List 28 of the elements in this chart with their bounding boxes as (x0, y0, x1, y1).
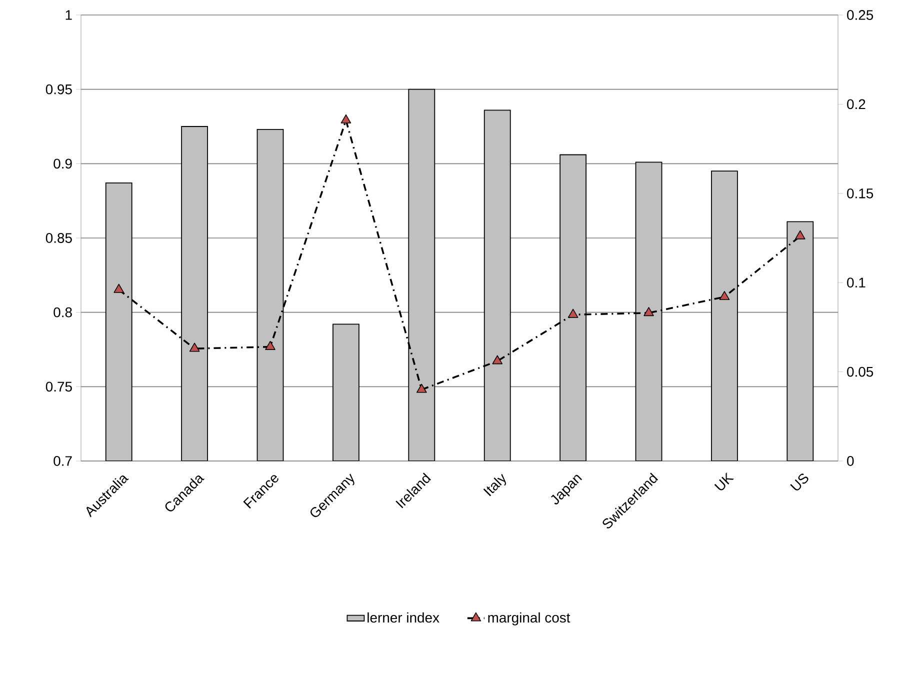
y2-tick-label: 0.05 (847, 366, 874, 377)
point (189, 342, 200, 352)
y-tick-label: 0.75 (46, 382, 72, 392)
y2-tick-label: 0.15 (847, 188, 874, 198)
x-tick-label: Italy (483, 474, 506, 496)
y2-tick-label: 0.2 (847, 99, 866, 110)
point (265, 340, 276, 350)
point (492, 355, 503, 364)
y2-tick-label: 0.25 (847, 10, 874, 20)
y-tick-label: 1 (66, 10, 72, 20)
y2-tick-label: 0.1 (847, 278, 866, 288)
point (795, 230, 806, 240)
point (568, 308, 578, 318)
y-tick-label: 0.95 (46, 84, 72, 94)
y-tick-label: 0.7 (54, 456, 72, 466)
legend-label: lerner index (368, 612, 440, 623)
point (644, 307, 654, 316)
x-tick-label: US (790, 474, 808, 490)
y-tick-label: 0.85 (46, 233, 72, 243)
point (114, 284, 124, 293)
x-tick-label: UK (714, 472, 734, 490)
point (340, 114, 352, 124)
y-tick-label: 0.9 (54, 158, 72, 169)
y2-tick-label: 0 (847, 456, 854, 466)
point (416, 384, 427, 393)
legend-label: marginal cost (488, 612, 570, 626)
point (719, 290, 730, 300)
y-tick-label: 0.8 (54, 307, 72, 318)
